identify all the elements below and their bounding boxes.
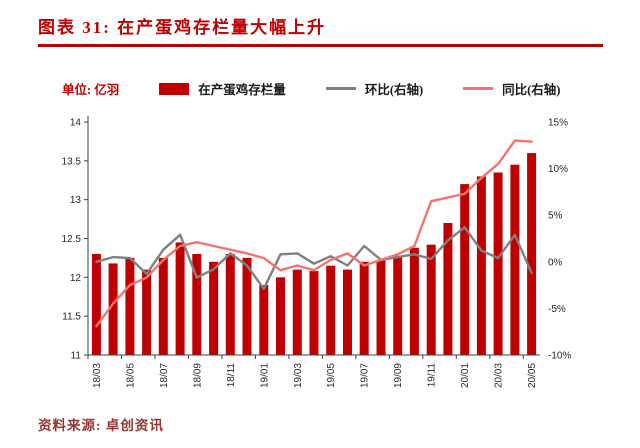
legend-item-mom: 环比(右轴) <box>325 79 424 98</box>
mom-line <box>95 226 533 291</box>
axes <box>87 116 540 359</box>
svg-text:14: 14 <box>70 118 82 129</box>
svg-text:19/05: 19/05 <box>326 363 337 388</box>
legend: 单位: 亿羽 在产蛋鸡存栏量 环比(右轴) 同比(右轴) <box>62 79 602 98</box>
axis-unit-label: 单位: 亿羽 <box>62 83 120 97</box>
svg-text:0%: 0% <box>548 257 563 268</box>
svg-text:19/01: 19/01 <box>259 363 270 388</box>
svg-text:18/03: 18/03 <box>92 363 103 388</box>
legend-label-yoy: 同比(右轴) <box>502 83 561 97</box>
svg-text:13.5: 13.5 <box>62 156 82 167</box>
legend-items: 在产蛋鸡存栏量 环比(右轴) 同比(右轴) <box>159 79 560 98</box>
svg-text:13: 13 <box>70 195 82 206</box>
title-underline <box>38 44 603 47</box>
chart-area: 14 13.5 13 12.5 12 11.5 11 15% 10% 5% 0% -5% -10% 18/… <box>40 100 600 400</box>
chart-title: 图表 31: 在产蛋鸡存栏量大幅上升 <box>38 18 327 37</box>
bar-series-swatch <box>159 82 190 95</box>
svg-text:18/07: 18/07 <box>159 363 170 388</box>
svg-text:10%: 10% <box>548 164 568 175</box>
yoy-line <box>95 139 533 328</box>
y-axis-right-labels: 15% 10% 5% 0% -5% -10% <box>548 118 571 362</box>
x-axis-labels: 18/03 18/05 18/07 18/09 18/11 19/01 19/03 19/05… <box>92 363 538 388</box>
svg-text:12: 12 <box>70 273 82 284</box>
svg-text:15%: 15% <box>548 118 568 129</box>
svg-text:18/05: 18/05 <box>125 363 136 388</box>
svg-text:-10%: -10% <box>548 351 571 362</box>
svg-text:19/11: 19/11 <box>427 363 438 388</box>
svg-text:18/11: 18/11 <box>226 363 237 388</box>
svg-text:19/03: 19/03 <box>293 363 304 388</box>
chart-canvas: 14 13.5 13 12.5 12 11.5 11 15% 10% 5% 0% -5% -10% 18/… <box>62 116 571 388</box>
source-note: 资料来源: 卓创资讯 <box>38 418 164 433</box>
legend-item-inventory: 在产蛋鸡存栏量 <box>159 79 286 98</box>
svg-text:12.5: 12.5 <box>62 234 82 245</box>
svg-text:11: 11 <box>71 351 82 362</box>
yoy-line-swatch <box>463 87 494 90</box>
legend-label-inventory: 在产蛋鸡存栏量 <box>198 83 286 97</box>
svg-text:11.5: 11.5 <box>62 312 81 323</box>
svg-text:-5%: -5% <box>548 304 566 315</box>
svg-text:19/07: 19/07 <box>360 363 371 388</box>
svg-text:20/05: 20/05 <box>527 363 538 388</box>
svg-text:20/01: 20/01 <box>460 363 471 388</box>
legend-label-mom: 环比(右轴) <box>364 83 424 97</box>
svg-text:20/03: 20/03 <box>494 363 505 388</box>
mom-line-swatch <box>325 87 356 90</box>
legend-item-yoy: 同比(右轴) <box>463 79 560 98</box>
bars-series <box>91 153 537 355</box>
svg-text:5%: 5% <box>548 211 563 222</box>
y-axis-left-labels: 14 13.5 13 12.5 12 11.5 11 <box>62 118 88 362</box>
svg-text:19/09: 19/09 <box>393 363 404 388</box>
svg-text:18/09: 18/09 <box>192 363 203 388</box>
